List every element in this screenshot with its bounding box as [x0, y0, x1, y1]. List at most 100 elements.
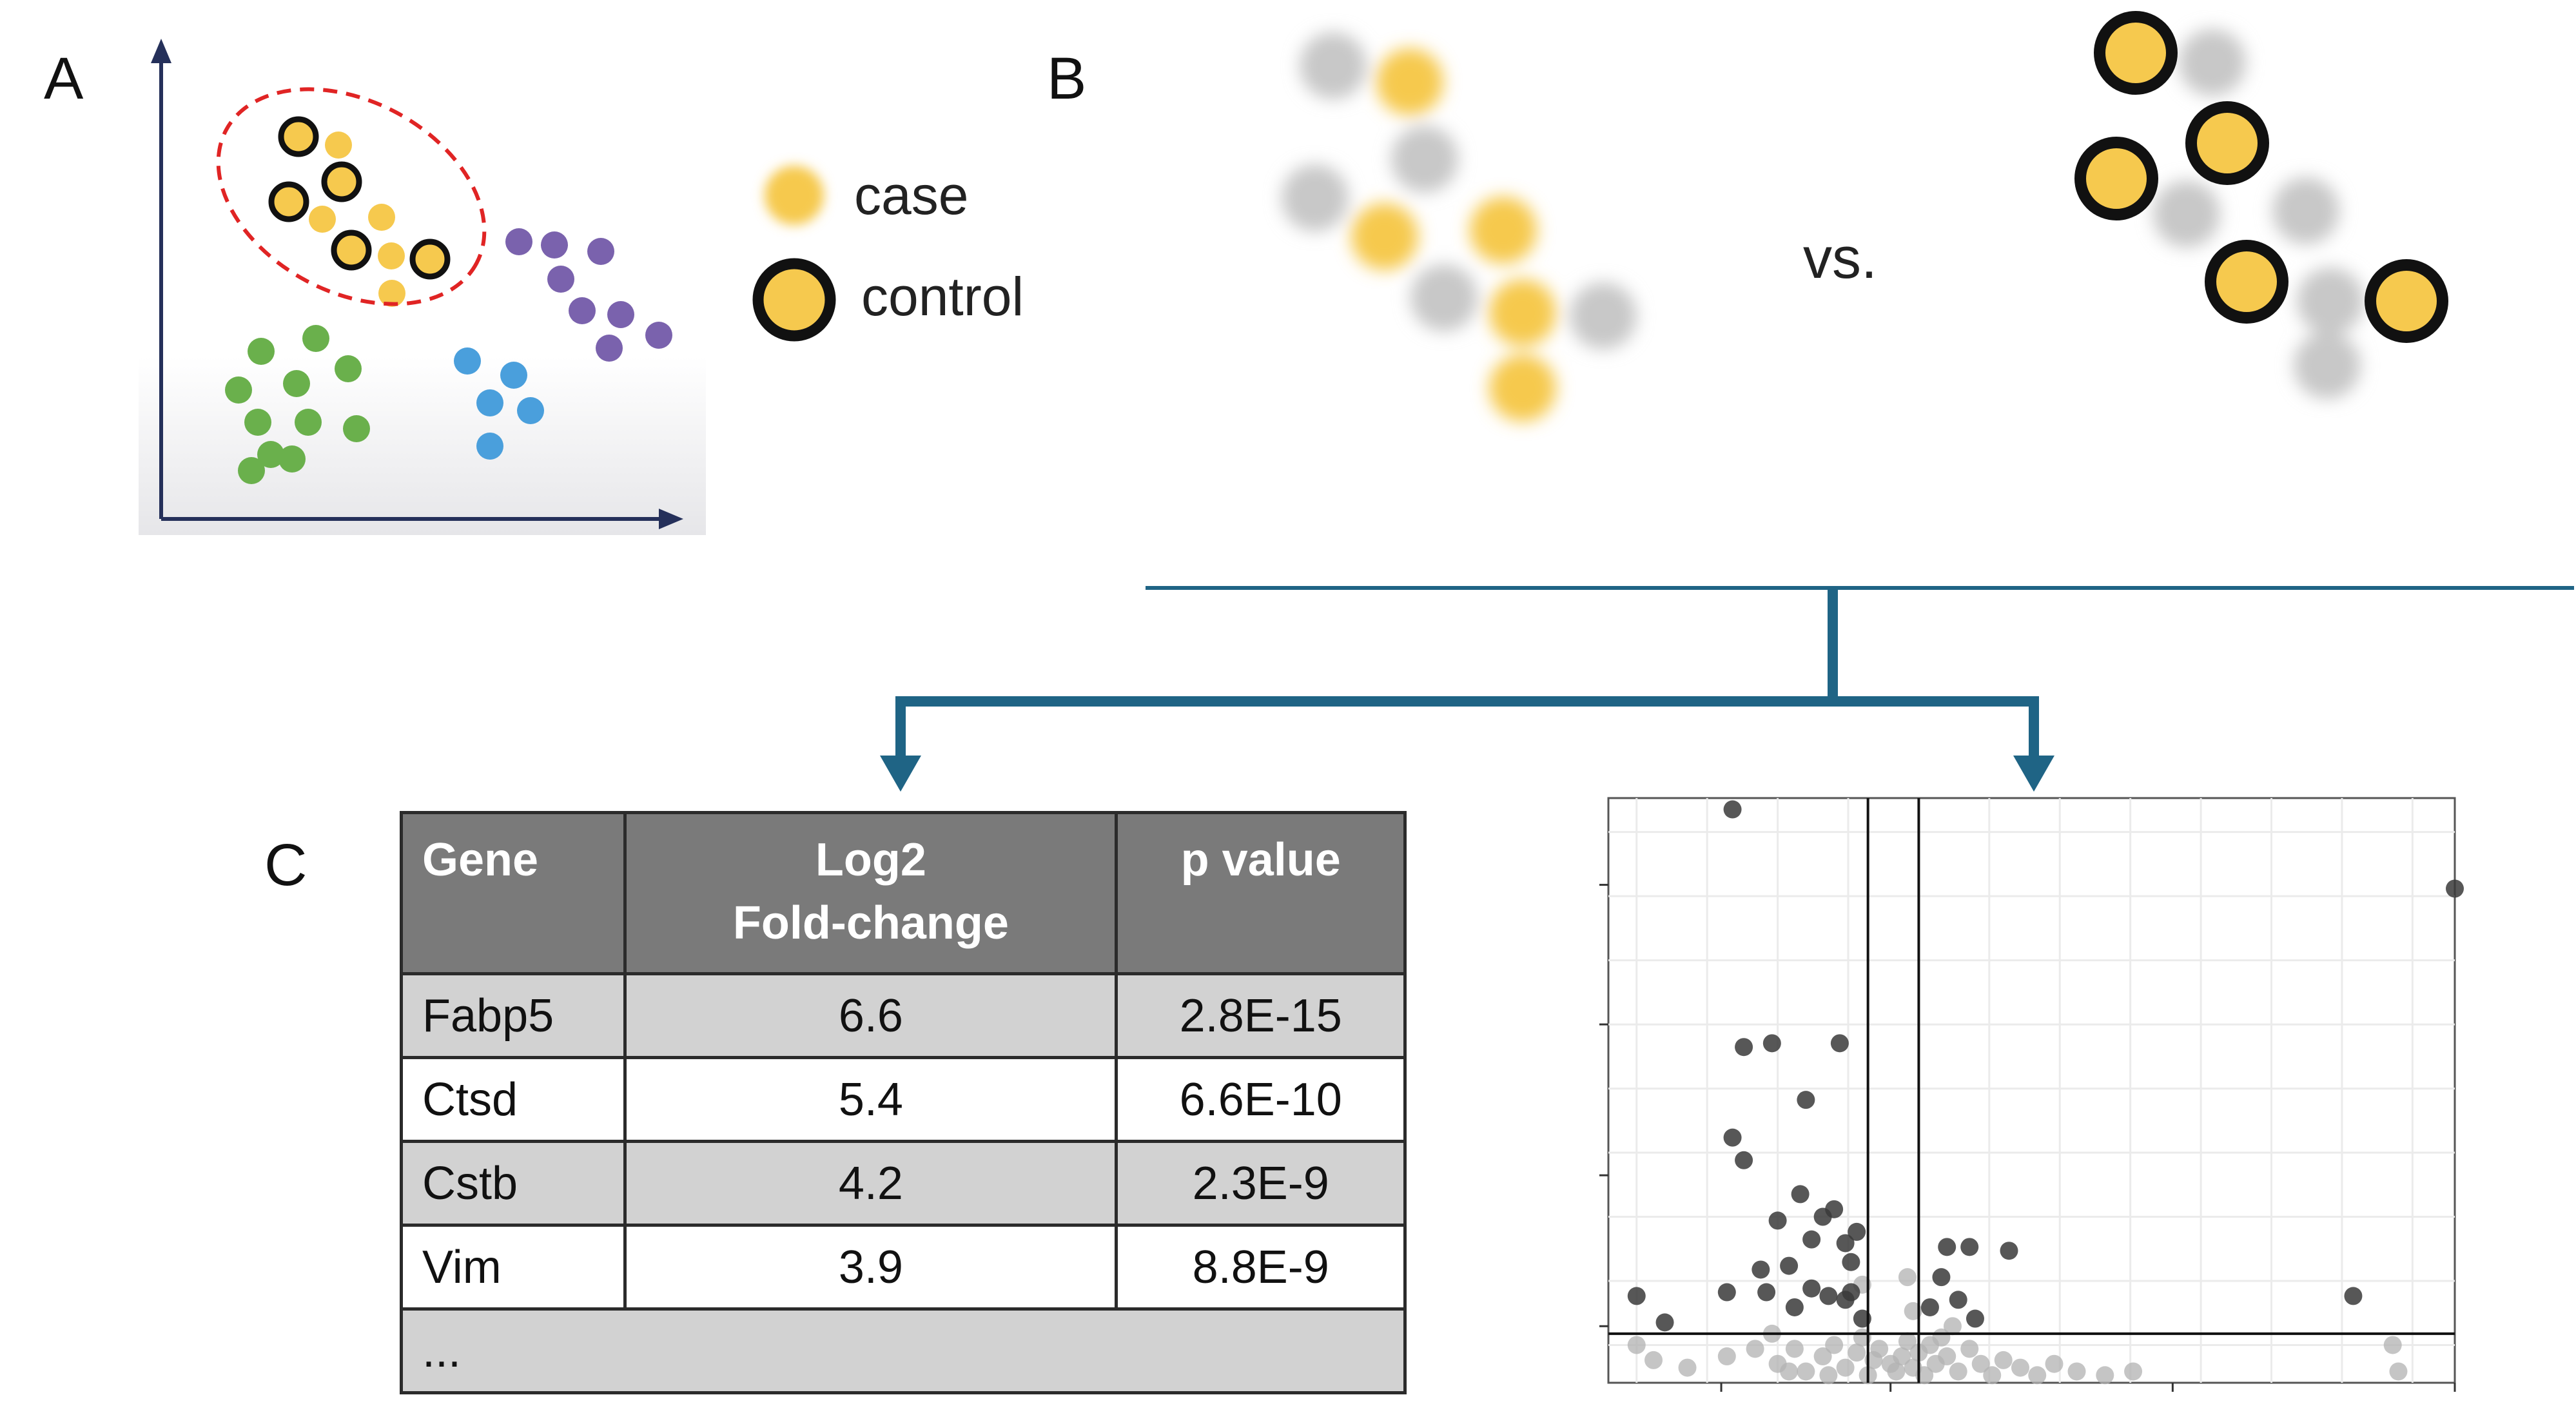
table-row: Vim 3.9 8.8E-9 — [399, 1224, 1407, 1311]
data-point-not-significant — [2067, 1362, 2086, 1381]
data-point-significant — [1723, 1128, 1742, 1147]
fold-change-cell: 6.6 — [623, 972, 1118, 1059]
data-point-significant — [2344, 1287, 2363, 1305]
fold-change-cell: 5.4 — [623, 1056, 1118, 1143]
data-point-not-significant — [2045, 1354, 2064, 1373]
data-point-significant — [1819, 1287, 1838, 1305]
data-point-not-significant — [1717, 1347, 1736, 1366]
panel-label-b: B — [1047, 46, 1087, 112]
data-point-not-significant — [2124, 1362, 2143, 1381]
data-point-significant — [1785, 1298, 1804, 1316]
data-point-significant — [1830, 1034, 1849, 1053]
green-cluster — [225, 325, 370, 484]
data-point-significant — [1627, 1287, 1646, 1305]
data-point-not-significant — [1898, 1332, 1917, 1351]
data-point-significant — [1797, 1091, 1815, 1109]
data-point-significant — [1802, 1230, 1821, 1249]
data-point-not-significant — [1848, 1343, 1866, 1362]
data-point-not-significant — [1746, 1340, 1764, 1358]
purple-cluster — [505, 228, 672, 362]
data-point-significant — [1751, 1260, 1770, 1279]
data-point-significant — [1717, 1283, 1736, 1302]
control-group — [2074, 11, 2448, 399]
data-point-not-significant — [2011, 1358, 2029, 1377]
data-point-not-significant — [1819, 1366, 1838, 1385]
data-point-significant — [1735, 1038, 1753, 1057]
data-point-not-significant — [2383, 1336, 2402, 1354]
control-cell — [409, 239, 451, 280]
data-point-significant — [1723, 800, 1742, 819]
header-fold-line1: Log2 — [815, 834, 926, 886]
data-point-not-significant — [1943, 1317, 1962, 1336]
data-point-not-significant — [1949, 1362, 1967, 1381]
x-axis-arrowhead — [659, 509, 683, 529]
gene-cell: Cstb — [399, 1140, 627, 1227]
data-point-significant — [1932, 1268, 1951, 1287]
panel-label-c: C — [264, 832, 307, 898]
gene-cell: Vim — [399, 1224, 627, 1311]
data-point-not-significant — [1627, 1336, 1646, 1354]
data-point-significant — [1735, 1151, 1753, 1169]
data-point-significant — [1802, 1279, 1821, 1298]
control-cell — [268, 181, 309, 222]
header-fold-line2: Fold-change — [732, 897, 1009, 949]
control-cell — [278, 116, 319, 157]
table-row: Fabp5 6.6 2.8E-15 — [399, 972, 1407, 1059]
table-row-ellipsis: ... — [400, 1307, 1407, 1394]
data-point-significant — [1848, 1222, 1866, 1241]
control-cell — [331, 229, 372, 271]
p-value-cell: 8.8E-9 — [1115, 1224, 1407, 1311]
comparison-label: vs. — [1803, 226, 1878, 291]
data-point-not-significant — [1813, 1347, 1832, 1366]
arrow-to-table — [880, 756, 921, 792]
data-point-not-significant — [1881, 1354, 1900, 1373]
data-point-significant — [1960, 1238, 1979, 1256]
data-point-not-significant — [1870, 1340, 1889, 1358]
data-point-significant — [1949, 1291, 1967, 1309]
blue-cluster — [454, 347, 544, 460]
arrow-to-volcano — [2013, 756, 2054, 792]
data-point-not-significant — [1825, 1336, 1844, 1354]
data-point-not-significant — [2389, 1362, 2408, 1381]
gene-cell: Fabp5 — [399, 972, 627, 1059]
data-point-significant — [1836, 1234, 1855, 1253]
header-fold-change: Log2 Fold-change — [623, 811, 1118, 975]
data-point-significant — [1920, 1298, 1939, 1316]
ellipsis-cell: ... — [400, 1307, 1407, 1394]
data-point-not-significant — [1938, 1347, 1956, 1366]
data-point-significant — [1813, 1207, 1832, 1226]
data-point-significant — [2000, 1242, 2018, 1260]
data-point-significant — [1791, 1185, 1810, 1204]
data-point-not-significant — [1983, 1366, 2002, 1385]
data-point-significant — [1780, 1256, 1799, 1275]
data-point-significant — [1655, 1313, 1674, 1332]
case-group — [1282, 32, 1637, 422]
case-legend-marker — [765, 166, 824, 225]
header-p-value: p value — [1115, 811, 1407, 975]
fold-change-cell: 3.9 — [623, 1224, 1118, 1311]
data-point-not-significant — [1644, 1351, 1663, 1369]
table-header-row: Gene Log2 Fold-change p value — [399, 811, 1407, 975]
legend-label-case: case — [854, 165, 969, 226]
table-row: Ctsd 5.4 6.6E-10 — [399, 1056, 1407, 1143]
header-gene: Gene — [399, 811, 627, 975]
y-axis-arrowhead — [151, 39, 171, 63]
yellow-cluster — [268, 116, 451, 307]
data-point-not-significant — [1994, 1351, 2013, 1369]
data-point-significant — [1757, 1283, 1776, 1302]
gene-table: Gene Log2 Fold-change p value Fabp5 6.6 … — [399, 811, 1407, 1394]
data-point-not-significant — [2096, 1366, 2114, 1385]
cluster-plot — [139, 26, 706, 535]
gene-cell: Ctsd — [399, 1056, 627, 1143]
data-point-not-significant — [1678, 1358, 1697, 1377]
panel-label-a: A — [44, 46, 84, 112]
data-point-significant — [1966, 1309, 1984, 1328]
data-point-significant — [2446, 879, 2464, 898]
flow-connector — [895, 586, 2574, 759]
data-point-significant — [1842, 1253, 1860, 1271]
control-legend-marker — [752, 258, 836, 342]
data-point-not-significant — [1785, 1340, 1804, 1358]
selection-ellipse — [216, 87, 487, 306]
data-point-significant — [1768, 1211, 1787, 1230]
